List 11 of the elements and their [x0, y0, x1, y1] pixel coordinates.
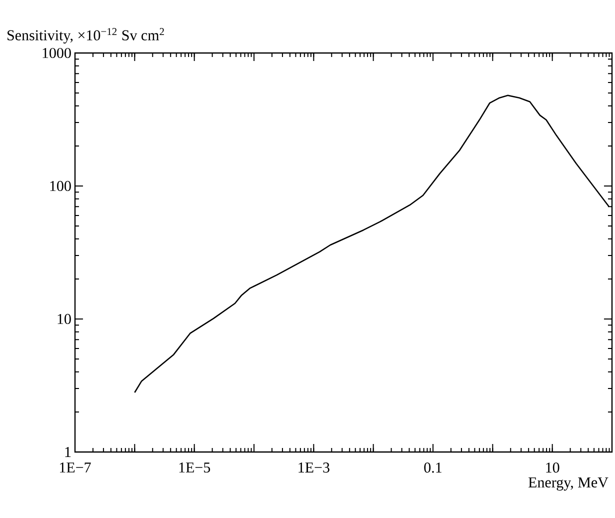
y-axis-title: Sensitivity, ×10$^{−12}$ Sv cm$^{2}$: [8, 28, 164, 44]
y-tick-label: 100: [50, 180, 71, 192]
x-axis-title: Energy, MeV: [528, 478, 608, 491]
x-tick-label: 1E−7: [60, 462, 91, 472]
x-tick-label: 0.1: [424, 462, 442, 473]
x-tick-label: 1E−3: [298, 462, 330, 473]
y-tick-label: 1000: [42, 48, 71, 58]
x-tick-label: 10: [546, 462, 560, 473]
y-tick-label: 1: [65, 447, 71, 457]
y-tick-label: 10: [58, 314, 71, 324]
x-tick-label: 1E−5: [179, 462, 210, 473]
